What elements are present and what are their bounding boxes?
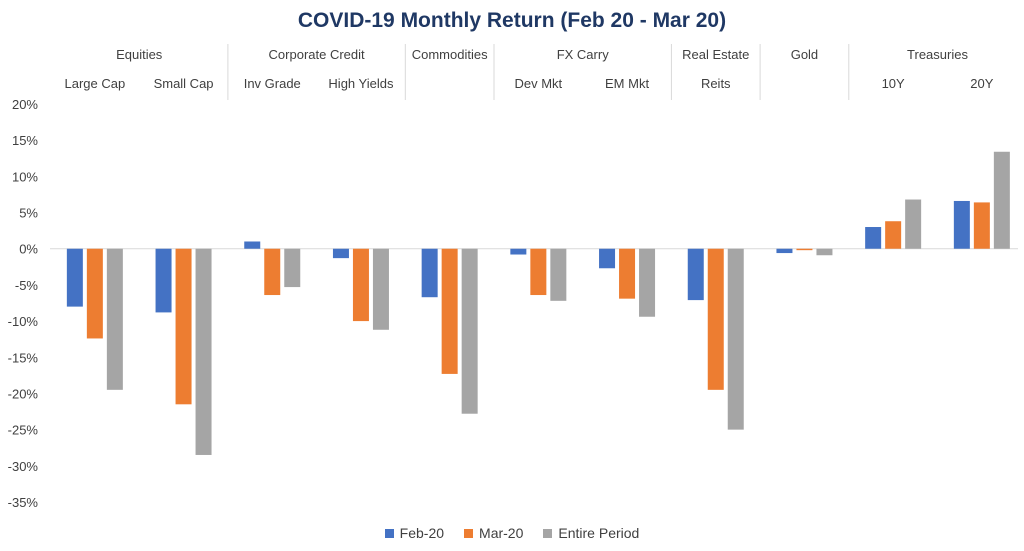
category-labels: Large Cap Small Cap Inv Grade High Yields De…	[64, 76, 993, 91]
group-labels: Equities Corporate Credit Commodities FX Ca…	[116, 47, 968, 62]
y-tick-label: 15%	[12, 133, 38, 148]
bar-entire-period	[993, 151, 1010, 249]
bar-mar-20	[264, 248, 281, 296]
y-tick-label: 10%	[12, 169, 38, 184]
bar-entire-period	[372, 248, 389, 330]
bars	[66, 151, 1010, 455]
y-tick-label: 5%	[19, 206, 38, 221]
y-tick-label: 20%	[12, 97, 38, 112]
bar-entire-period	[816, 248, 833, 256]
bar-mar-20	[352, 248, 369, 322]
bar-mar-20	[973, 202, 990, 249]
group-label: FX Carry	[557, 47, 610, 62]
bar-entire-period	[905, 199, 922, 249]
bar-entire-period	[639, 248, 656, 317]
group-separators	[227, 44, 850, 100]
bar-mar-20	[175, 248, 192, 405]
bar-feb-20	[776, 248, 793, 254]
group-label: Equities	[116, 47, 163, 62]
group-label: Treasuries	[907, 47, 968, 62]
y-tick-label: -5%	[15, 278, 39, 293]
category-label: Reits	[701, 76, 731, 91]
bar-feb-20	[510, 248, 527, 255]
legend-swatch	[543, 528, 553, 538]
legend-item: Mar-20	[464, 525, 523, 541]
y-tick-label: -20%	[8, 386, 39, 401]
bar-feb-20	[865, 227, 882, 249]
bar-entire-period	[195, 248, 212, 455]
bar-mar-20	[86, 248, 103, 339]
bar-feb-20	[332, 248, 349, 259]
bar-feb-20	[687, 248, 704, 301]
legend: Feb-20 Mar-20 Entire Period	[0, 525, 1024, 541]
bar-feb-20	[953, 200, 970, 249]
bar-entire-period	[284, 248, 301, 288]
bar-entire-period	[461, 248, 478, 414]
chart-title: COVID-19 Monthly Return (Feb 20 - Mar 20…	[297, 9, 727, 32]
category-label: EM Mkt	[605, 76, 649, 91]
legend-item: Entire Period	[543, 525, 639, 541]
bar-mar-20	[707, 248, 724, 390]
legend-swatch	[384, 528, 394, 538]
bar-feb-20	[421, 248, 438, 298]
legend-label: Mar-20	[479, 525, 524, 541]
y-tick-label: -30%	[8, 459, 39, 474]
bar-entire-period	[727, 248, 744, 430]
bar-feb-20	[66, 248, 83, 307]
group-label: Corporate Credit	[269, 47, 365, 62]
bar-mar-20	[441, 248, 458, 374]
y-axis: 20% 15% 10% 5% 0% -5% -10% -15% -20% -25% -30% -35%	[8, 97, 39, 510]
category-label: Inv Grade	[244, 76, 301, 91]
category-label: 10Y	[882, 76, 905, 91]
category-label: Small Cap	[154, 76, 214, 91]
bar-mar-20	[796, 248, 813, 251]
y-tick-label: -15%	[8, 350, 39, 365]
legend-swatch	[464, 528, 474, 538]
y-tick-label: -10%	[8, 314, 39, 329]
y-tick-label: -35%	[8, 495, 39, 510]
bar-entire-period	[550, 248, 567, 301]
group-label: Real Estate	[682, 47, 749, 62]
bar-mar-20	[530, 248, 547, 296]
category-label: Large Cap	[64, 76, 125, 91]
group-label: Gold	[791, 47, 818, 62]
group-label: Commodities	[412, 47, 488, 62]
category-label: High Yields	[328, 76, 394, 91]
bar-mar-20	[885, 221, 902, 249]
bar-feb-20	[244, 241, 261, 249]
legend-label: Feb-20	[399, 525, 445, 541]
category-label: Dev Mkt	[515, 76, 563, 91]
y-tick-label: 0%	[19, 242, 38, 257]
category-label: 20Y	[970, 76, 993, 91]
legend-item: Feb-20	[384, 525, 445, 541]
bar-entire-period	[106, 248, 123, 390]
bar-mar-20	[619, 248, 636, 299]
bar-feb-20	[155, 248, 172, 313]
legend-label: Entire Period	[558, 525, 640, 541]
y-tick-label: -25%	[8, 423, 39, 438]
bar-feb-20	[599, 248, 616, 269]
